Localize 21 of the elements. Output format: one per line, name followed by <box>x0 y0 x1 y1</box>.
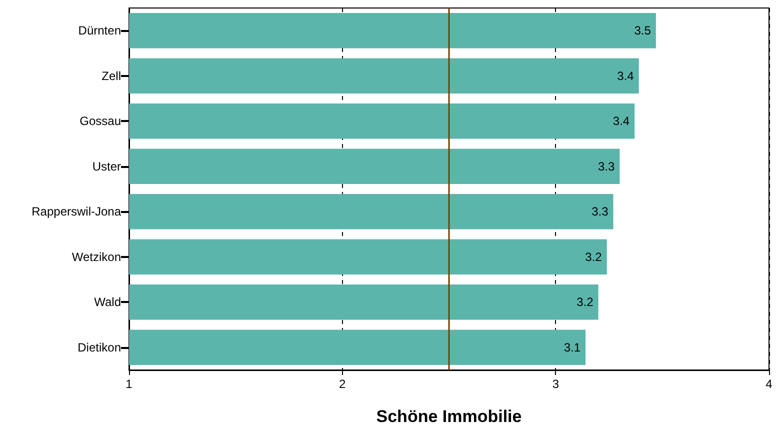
y-tick-label: Wald <box>94 295 121 310</box>
data-label: 3.1 <box>564 340 581 354</box>
x-tick-label: 1 <box>126 377 133 391</box>
x-tick-label: 3 <box>552 377 560 391</box>
data-label: 3.3 <box>598 159 615 174</box>
data-label: 3.4 <box>617 68 634 83</box>
x-tick-label: 4 <box>766 377 773 391</box>
data-label: 3.5 <box>634 24 652 38</box>
y-tick-label: Dietikon <box>78 340 121 354</box>
y-tick-label: Wetzikon <box>72 250 121 264</box>
y-tick-label: Zell <box>102 68 121 83</box>
y-tick-label: Uster <box>92 159 121 174</box>
data-label: 3.2 <box>585 250 602 264</box>
data-label: 3.4 <box>612 114 630 128</box>
data-label: 3.3 <box>592 204 609 219</box>
data-label: 3.2 <box>576 295 594 310</box>
y-tick-label: Gossau <box>80 114 121 128</box>
x-tick-label: 2 <box>338 377 346 391</box>
y-tick-label: Dürnten <box>78 24 121 38</box>
x-axis-title: Schöne Immobilie <box>376 407 522 426</box>
y-tick-label: Rapperswil-Jona <box>32 204 122 219</box>
